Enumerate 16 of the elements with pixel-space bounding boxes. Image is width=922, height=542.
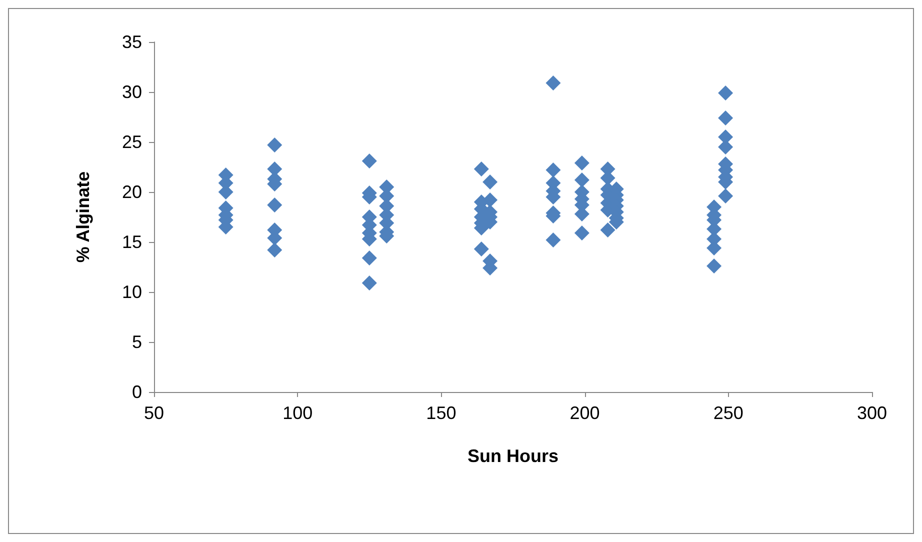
x-tick-label: 50 — [144, 403, 164, 423]
y-tick-label: 30 — [122, 82, 142, 102]
x-tick-label: 300 — [856, 403, 888, 423]
x-tick-label: 200 — [570, 403, 600, 423]
y-tick-label: 35 — [122, 32, 142, 52]
x-tick-label: 250 — [713, 403, 744, 423]
y-tick-label: 20 — [122, 182, 142, 202]
y-tick-label: 10 — [122, 282, 142, 302]
y-tick-label: 25 — [122, 132, 142, 152]
x-tick-label: 100 — [282, 403, 313, 423]
y-axis-title: % Alginate — [73, 171, 93, 263]
y-tick-label: 15 — [122, 232, 142, 252]
x-tick-label: 150 — [426, 403, 456, 423]
y-tick-label: 0 — [132, 382, 142, 402]
y-tick-label: 5 — [132, 332, 142, 352]
x-axis-title: Sun Hours — [467, 446, 559, 466]
